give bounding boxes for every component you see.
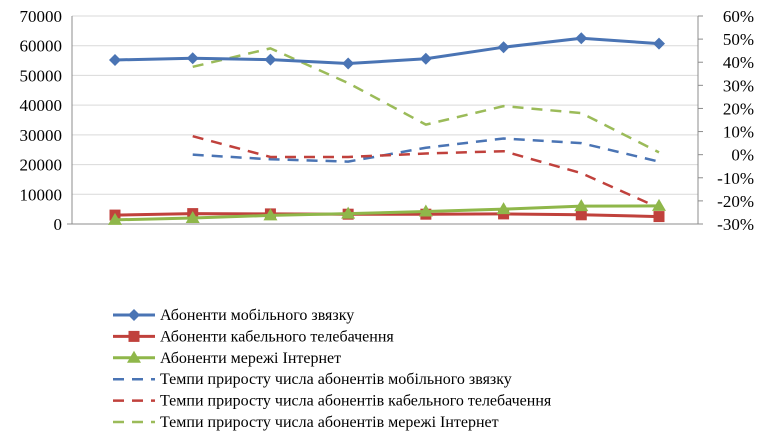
right-tick-label: 40%: [723, 53, 754, 72]
data-point: [574, 199, 589, 212]
data-point: [497, 41, 510, 54]
legend-marker: [127, 350, 141, 363]
left-tick-label: 50000: [20, 66, 63, 85]
data-point: [653, 37, 665, 50]
data-point: [652, 198, 666, 211]
right-tick-label: -20%: [717, 192, 754, 211]
series-line: [114, 204, 660, 222]
data-point: [419, 52, 432, 65]
right-tick-label: 50%: [723, 30, 754, 49]
legend-label: Абоненти мобільного звязку: [160, 307, 354, 324]
series-4: [192, 134, 660, 209]
left-tick-label: 20000: [20, 156, 63, 175]
legend-label: Абоненти кабельного телебачення: [160, 328, 394, 345]
legend-entry-0: Абоненти мобільного звязку: [113, 307, 354, 324]
left-tick-label: 10000: [20, 185, 63, 204]
legend-entry-2: Абоненти мережі Інтернет: [113, 350, 341, 367]
right-tick-label: -30%: [717, 215, 754, 234]
series-line: [192, 47, 660, 154]
data-point: [342, 57, 355, 70]
legend-label: Темпи приросту числа абонентів кабельног…: [160, 393, 552, 410]
legend-marker: [128, 309, 140, 321]
series-5: [192, 47, 660, 154]
data-point: [263, 208, 278, 221]
legend-label: Темпи приросту числа абонентів мобільног…: [160, 371, 512, 388]
data-point: [264, 53, 277, 66]
legend-entry-3: Темпи приросту числа абонентів мобільног…: [113, 371, 512, 388]
legend-marker: [128, 330, 140, 342]
left-tick-label: 30000: [20, 126, 63, 145]
legend-label: Темпи приросту числа абонентів мережі Ін…: [160, 414, 499, 431]
series-3: [192, 137, 660, 163]
series-line: [114, 212, 660, 219]
left-axis-ticks: 0 10000 20000 30000 40000 50000 60000 70000: [20, 7, 63, 234]
series-line: [192, 134, 660, 209]
right-axis-ticks: -30% -20% -10% 0% 10% 20% 30% 40% 50% 60%: [717, 7, 754, 234]
right-tick-label: -10%: [717, 169, 754, 188]
data-point: [109, 53, 121, 66]
data-point: [575, 209, 587, 221]
data-point: [496, 202, 511, 215]
data-point: [575, 32, 588, 45]
series-0: [109, 32, 665, 70]
data-point: [653, 211, 665, 223]
right-tick-label: 10%: [723, 123, 754, 142]
right-tick-label: 60%: [723, 7, 754, 26]
series-2: [108, 198, 666, 225]
gridlines: [72, 15, 698, 195]
axes: [67, 15, 703, 225]
data-point: [418, 204, 433, 217]
data-point: [185, 211, 200, 224]
legend-entry-4: Темпи приросту числа абонентів кабельног…: [113, 393, 552, 410]
right-tick-label: 20%: [723, 99, 754, 118]
data-point: [341, 206, 356, 219]
legend-entry-5: Темпи приросту числа абонентів мережі Ін…: [113, 414, 499, 431]
legend: Абоненти мобільного звязку Абоненти кабел…: [113, 307, 552, 431]
legend-entry-1: Абоненти кабельного телебачення: [113, 328, 394, 345]
series-layer: [108, 32, 666, 225]
series-line: [192, 137, 660, 163]
left-tick-label: 70000: [20, 7, 63, 26]
data-point: [186, 52, 199, 65]
series-line: [114, 36, 660, 66]
data-point: [108, 212, 122, 225]
left-tick-label: 0: [54, 215, 63, 234]
right-tick-label: 30%: [723, 76, 754, 95]
right-tick-label: 0%: [731, 146, 754, 165]
left-tick-label: 40000: [20, 96, 63, 115]
legend-label: Абоненти мережі Інтернет: [160, 350, 341, 367]
left-tick-label: 60000: [20, 37, 63, 56]
